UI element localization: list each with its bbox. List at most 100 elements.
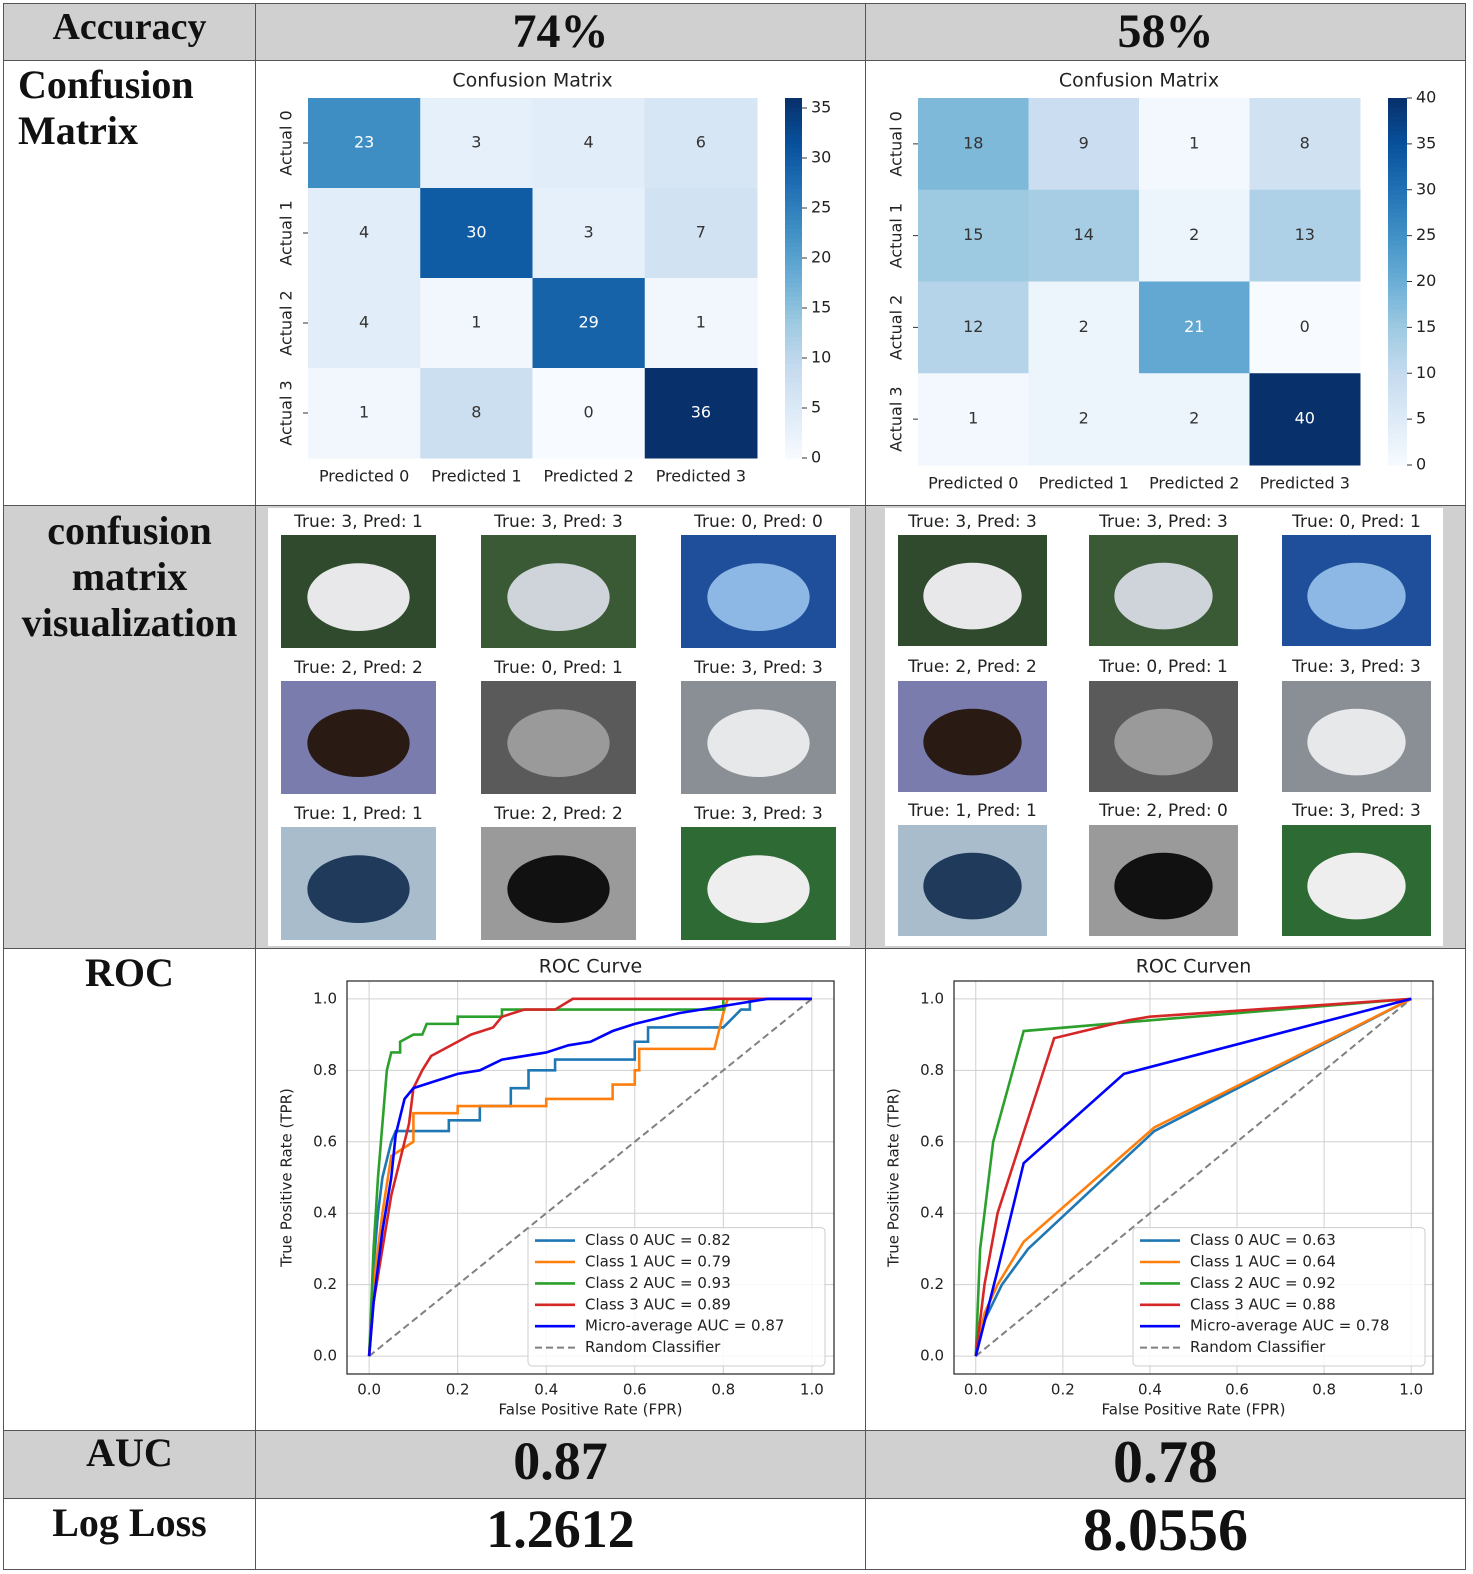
thumbnail-subject — [507, 709, 610, 778]
colorbar-segment — [1388, 198, 1407, 205]
heatmap-cell — [1028, 373, 1140, 466]
cell-label: 8 — [471, 403, 481, 422]
colorbar-segment — [1388, 336, 1407, 342]
table-cell — [3, 3, 256, 61]
colorbar-segment — [785, 453, 802, 459]
heatmap-cell — [644, 188, 758, 279]
colorbar-segment — [1388, 295, 1407, 301]
colorbar-segment — [1388, 143, 1407, 150]
colorbar-segment — [1388, 437, 1407, 443]
heatmap-cell — [1139, 373, 1250, 466]
colorbar-segment — [785, 413, 802, 419]
x-tick-label: 0.6 — [623, 1381, 647, 1399]
legend-label: Class 1 AUC = 0.79 — [585, 1253, 731, 1271]
thumbnail-subject — [707, 563, 810, 632]
thumbnail-subject — [507, 855, 610, 924]
cell-label: 3 — [584, 223, 594, 242]
colorbar-segment — [1388, 391, 1407, 397]
colorbar-segment — [785, 170, 802, 176]
colorbar-segment — [1388, 185, 1407, 191]
colorbar-segment — [785, 156, 802, 162]
colorbar-segment — [785, 143, 802, 149]
x-tick-label: Predicted 0 — [319, 467, 409, 486]
colorbar-segment — [785, 404, 802, 410]
colorbar-segment — [1388, 203, 1407, 209]
y-tick-label: 0.2 — [920, 1275, 944, 1293]
colorbar-segment — [785, 440, 802, 446]
y-tick-label: Actual 3 — [277, 380, 296, 445]
colorbar-tick-label: 30 — [811, 148, 831, 167]
cell-label: 3 — [471, 133, 481, 152]
cell-label: 23 — [354, 133, 374, 152]
colorbar-segment — [785, 399, 802, 405]
colorbar-segment — [1388, 263, 1407, 269]
colorbar-segment — [1388, 249, 1407, 255]
thumbnail-subject — [1307, 562, 1406, 630]
colorbar-segment — [1388, 318, 1407, 324]
colorbar-segment — [1388, 409, 1407, 416]
colorbar-tick-label: 20 — [811, 248, 831, 267]
colorbar-segment — [1388, 359, 1407, 365]
colorbar-segment — [1388, 162, 1407, 168]
y-tick-label: 0.0 — [313, 1347, 337, 1365]
colorbar-segment — [785, 354, 802, 360]
colorbar-segment — [785, 422, 802, 428]
colorbar-segment — [1388, 148, 1407, 154]
colorbar-segment — [1388, 244, 1407, 250]
cell-label: 9 — [1079, 133, 1089, 152]
colorbar-segment — [785, 116, 802, 122]
colorbar-segment — [1388, 364, 1407, 370]
heatmap-cell — [1028, 189, 1140, 282]
colorbar-segment — [785, 287, 802, 293]
colorbar-segment — [785, 296, 802, 302]
cell-label: 29 — [578, 313, 598, 332]
cell-label: 18 — [963, 133, 983, 152]
cell-label: 14 — [1074, 225, 1094, 244]
table-cell — [865, 1498, 1466, 1570]
heatmap-cell — [1249, 373, 1361, 466]
thumbnail-subject — [1307, 708, 1406, 776]
colorbar-segment — [785, 251, 802, 257]
cell-label: 6 — [696, 133, 706, 152]
heatmap-cell — [1249, 189, 1361, 282]
plot-frame — [953, 980, 1434, 1375]
y-tick-label: Actual 1 — [887, 203, 906, 268]
colorbar-segment — [785, 111, 802, 117]
table-cell — [255, 3, 866, 61]
legend-label: Class 1 AUC = 0.64 — [1190, 1253, 1336, 1271]
colorbar-segment — [1388, 166, 1407, 172]
heatmap-cell — [1028, 281, 1140, 374]
colorbar-segment — [785, 350, 802, 356]
colorbar-segment — [785, 368, 802, 374]
colorbar-tick-label: 5 — [811, 398, 821, 417]
legend-label: Random Classifier — [1190, 1338, 1326, 1356]
colorbar-segment — [1388, 299, 1407, 306]
colorbar-segment — [1388, 98, 1407, 104]
colorbar-segment — [785, 125, 802, 131]
legend-label: Class 2 AUC = 0.92 — [1190, 1274, 1336, 1292]
colorbar-segment — [785, 165, 802, 171]
thumbnail-subject — [507, 563, 610, 632]
colorbar-segment — [1388, 341, 1407, 347]
y-tick-label: Actual 2 — [277, 290, 296, 355]
colorbar-segment — [1388, 240, 1407, 246]
thumbnail-subject — [923, 562, 1022, 630]
cell-label: 13 — [1295, 225, 1315, 244]
cell-label: 1 — [696, 313, 706, 332]
colorbar-segment — [785, 237, 802, 243]
x-axis-label: False Positive Rate (FPR) — [499, 1401, 683, 1419]
colorbar-segment — [785, 381, 802, 387]
colorbar-segment — [785, 215, 802, 221]
table-cell — [255, 1430, 866, 1499]
colorbar-tick-label: 15 — [811, 298, 831, 317]
colorbar-segment — [1388, 345, 1407, 351]
heatmap-cell — [1249, 98, 1361, 191]
colorbar-segment — [785, 278, 802, 284]
colorbar-segment — [1388, 258, 1407, 264]
colorbar-segment — [785, 435, 802, 441]
colorbar-segment — [785, 98, 802, 104]
colorbar-segment — [785, 417, 802, 423]
colorbar-segment — [785, 291, 802, 297]
thumbnail-title: True: 3, Pred: 3 — [907, 512, 1037, 532]
thumbnail-subject — [307, 709, 410, 778]
